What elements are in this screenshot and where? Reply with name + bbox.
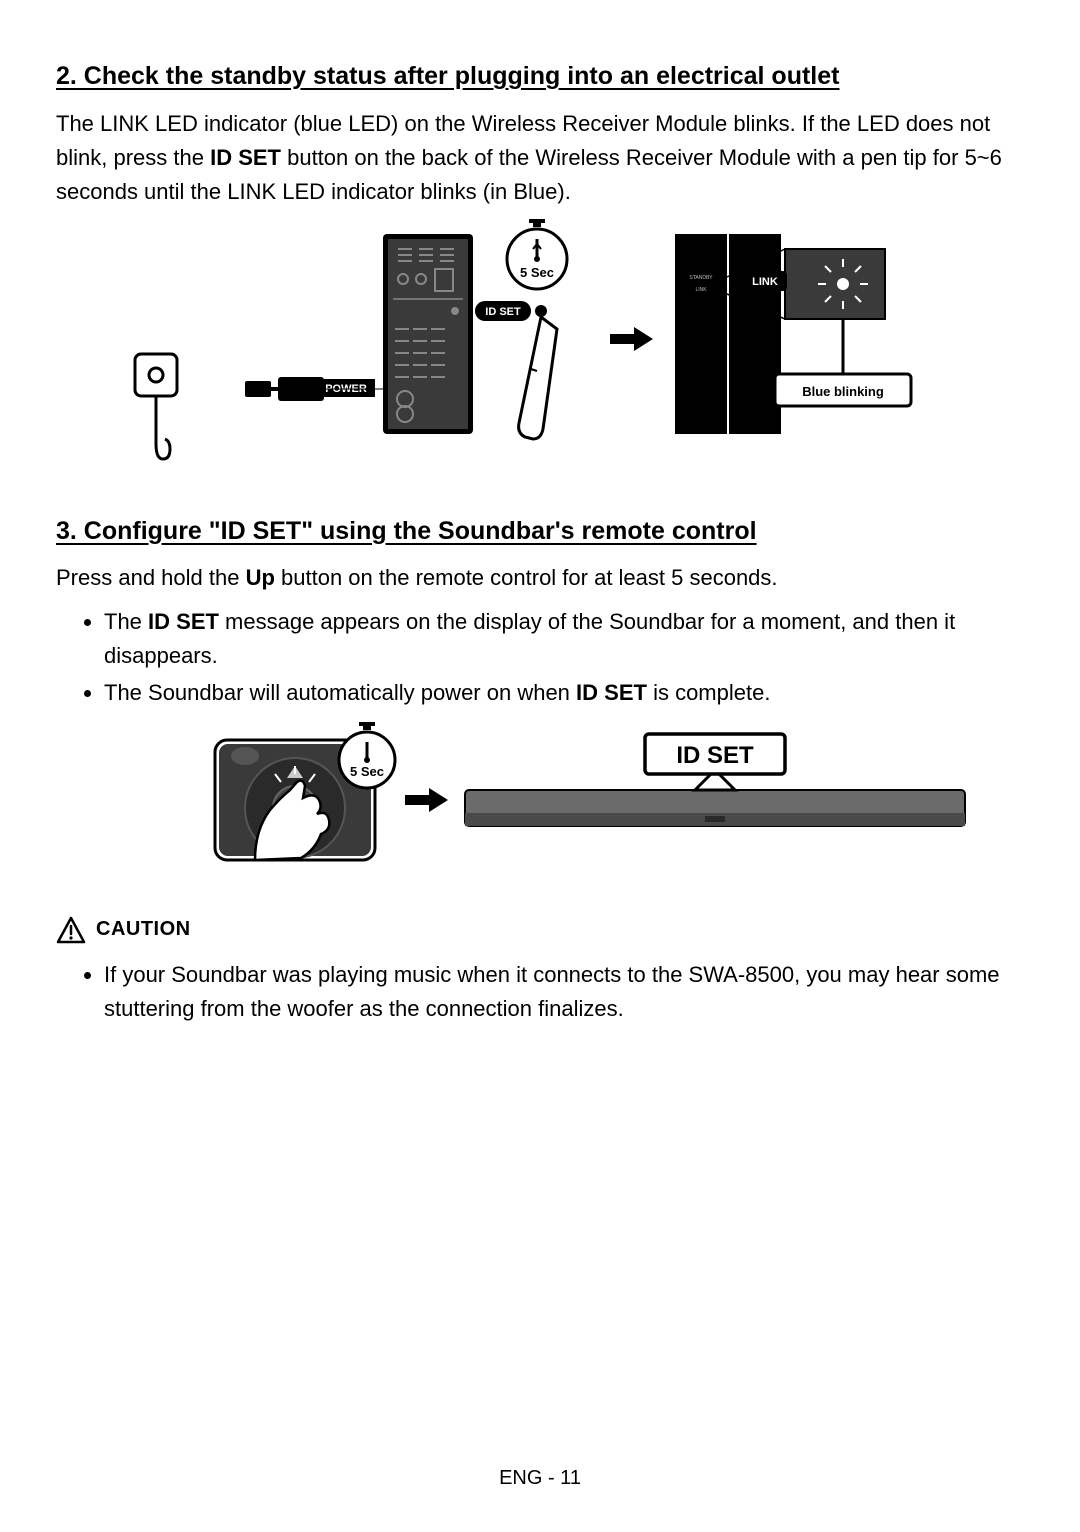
section-2-para: The LINK LED indicator (blue LED) on the… bbox=[56, 107, 1024, 209]
bullet-1: The ID SET message appears on the displa… bbox=[104, 605, 1024, 673]
section-2-heading: 2. Check the standby status after pluggi… bbox=[56, 60, 1024, 93]
speaker-pair-icon: STANDBY LINK bbox=[675, 234, 781, 434]
arrow-right-icon-2 bbox=[405, 788, 448, 812]
section-3-para-pre: Press and hold the bbox=[56, 565, 246, 590]
page-footer: ENG - 11 bbox=[0, 1467, 1080, 1490]
bullet-2: The Soundbar will automatically power on… bbox=[104, 676, 1024, 710]
clock-5sec-icon-2: 5 Sec bbox=[339, 722, 395, 788]
id-set-bold: ID SET bbox=[210, 145, 281, 170]
id-set-box-label: ID SET bbox=[676, 742, 754, 769]
blue-blinking-label: Blue blinking bbox=[802, 384, 884, 399]
link-label: LINK bbox=[752, 276, 778, 288]
id-set-callout: ID SET bbox=[475, 301, 547, 321]
receiver-module-icon bbox=[383, 234, 473, 434]
clock-5sec-icon: 5 Sec bbox=[507, 219, 567, 289]
diagram-standby: POWER bbox=[105, 219, 975, 479]
standby-tiny: STANDBY bbox=[689, 275, 713, 281]
section-3-para-post: button on the remote control for at leas… bbox=[275, 565, 778, 590]
up-bold: Up bbox=[246, 565, 275, 590]
caution-bullets: If your Soundbar was playing music when … bbox=[56, 958, 1024, 1026]
section-3-heading: 3. Configure "ID SET" using the Soundbar… bbox=[56, 515, 1024, 548]
caution-icon bbox=[56, 916, 86, 944]
five-sec-label: 5 Sec bbox=[520, 265, 554, 280]
diagram-idset-remote: 5 Sec ID SET bbox=[105, 720, 975, 880]
pen-icon bbox=[519, 317, 557, 439]
caution-label: CAUTION bbox=[96, 918, 191, 941]
section-2: 2. Check the standby status after pluggi… bbox=[56, 60, 1024, 479]
section-3-bullets: The ID SET message appears on the displa… bbox=[56, 605, 1024, 709]
power-plug-icon: POWER bbox=[135, 354, 385, 459]
caution-block: CAUTION If your Soundbar was playing mus… bbox=[56, 916, 1024, 1026]
section-3: 3. Configure "ID SET" using the Soundbar… bbox=[56, 515, 1024, 880]
id-set-label: ID SET bbox=[485, 306, 521, 318]
link-tiny: LINK bbox=[695, 287, 707, 293]
section-3-para: Press and hold the Up button on the remo… bbox=[56, 561, 1024, 595]
arrow-right-icon bbox=[610, 327, 653, 351]
soundbar-icon: ID SET bbox=[465, 734, 965, 826]
caution-bullet: If your Soundbar was playing music when … bbox=[104, 958, 1024, 1026]
five-sec-label-2: 5 Sec bbox=[350, 764, 384, 779]
